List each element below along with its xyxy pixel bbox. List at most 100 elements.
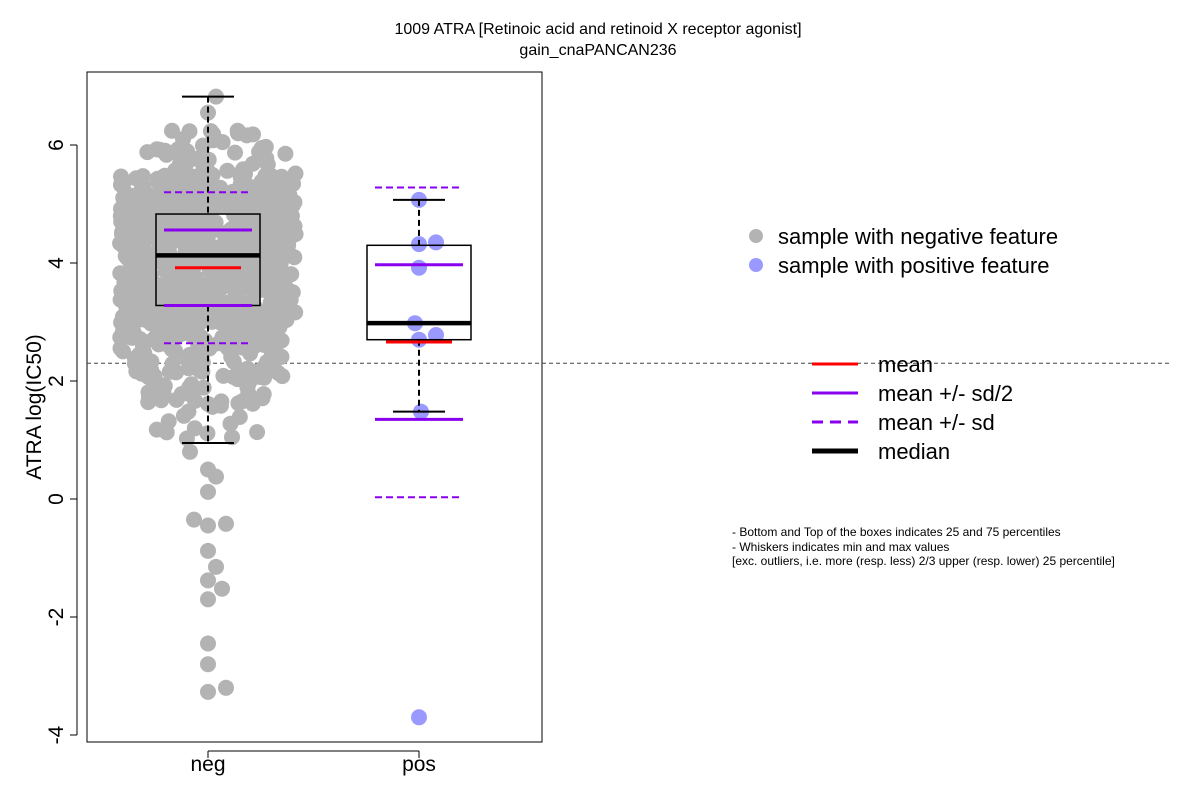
negative-sample-point (204, 398, 221, 415)
legend-point-marker (749, 258, 763, 272)
legend-line-label: mean (878, 352, 933, 377)
chart-title-line-1: 1009 ATRA [Retinoic acid and retinoid X … (394, 21, 801, 38)
negative-sample-point (139, 186, 156, 203)
negative-sample-point (186, 511, 202, 528)
negative-sample-point (266, 204, 283, 221)
y-tick-label: 2 (45, 375, 68, 387)
footnote-line: - Whiskers indicates min and max values (732, 540, 949, 554)
negative-sample-point (150, 284, 166, 301)
legend-line-label: mean +/- sd (878, 410, 995, 435)
negative-sample-point (200, 656, 216, 673)
legend-point-marker (749, 229, 763, 243)
negative-sample-point (170, 223, 187, 240)
negative-sample-point (112, 265, 129, 282)
legend-line-label: median (878, 439, 950, 464)
negative-sample-point (218, 321, 235, 338)
negative-sample-point (195, 379, 212, 396)
negative-sample-point (174, 279, 191, 295)
negative-sample-point (156, 377, 173, 394)
negative-sample-point (160, 413, 177, 430)
negative-sample-point (139, 144, 156, 161)
negative-sample-point (213, 299, 230, 316)
y-axis-label: ATRA log(IC50) (23, 334, 46, 480)
negative-sample-point (263, 256, 280, 273)
negative-sample-point (256, 241, 273, 257)
negative-sample-point (215, 367, 232, 384)
negative-sample-point (185, 236, 201, 253)
footnote-line: [exc. outliers, i.e. more (resp. less) 2… (732, 554, 1115, 568)
negative-sample-point (162, 263, 179, 280)
negative-sample-point (166, 316, 183, 333)
negative-sample-point (249, 424, 266, 441)
negative-sample-point (245, 126, 261, 143)
negative-sample-point (229, 332, 246, 348)
negative-sample-point (155, 239, 172, 256)
negative-sample-point (265, 314, 282, 331)
negative-sample-point (214, 580, 230, 597)
negative-sample-point (167, 208, 184, 225)
negative-sample-point (191, 362, 208, 379)
negative-sample-point (198, 197, 215, 214)
negative-sample-point (153, 392, 170, 409)
positive-sample-point (428, 234, 444, 251)
negative-sample-point (280, 221, 297, 238)
y-tick-label: -2 (45, 608, 68, 627)
negative-sample-point (277, 236, 294, 253)
negative-sample-point (199, 425, 216, 442)
negative-sample-point (229, 193, 246, 210)
negative-sample-point (200, 542, 216, 559)
negative-sample-point (260, 224, 277, 241)
x-tick-label-pos: pos (402, 753, 436, 776)
negative-sample-point (231, 409, 248, 425)
negative-sample-point (208, 558, 224, 575)
y-tick-label: 0 (45, 493, 68, 505)
negative-sample-point (200, 683, 216, 700)
negative-sample-point (210, 335, 227, 352)
legend-point-label: sample with negative feature (778, 224, 1058, 249)
negative-sample-point (230, 125, 246, 142)
negative-sample-point (263, 344, 280, 361)
legend-point-label: sample with positive feature (778, 253, 1049, 278)
negative-sample-point (208, 468, 224, 485)
negative-sample-point (188, 150, 205, 167)
negative-sample-point (204, 167, 221, 183)
y-tick-label: 6 (45, 139, 68, 151)
negative-sample-point (113, 314, 130, 331)
negative-sample-point (168, 364, 184, 381)
negative-sample-point (218, 515, 234, 532)
negative-sample-point (116, 200, 133, 216)
negative-sample-point (146, 316, 163, 333)
negative-sample-point (143, 268, 160, 285)
negative-sample-point (144, 198, 161, 215)
negative-sample-point (175, 131, 191, 148)
negative-sample-point (200, 483, 216, 500)
negative-sample-point (143, 365, 160, 382)
negative-sample-point (178, 430, 195, 447)
negative-sample-point (283, 208, 300, 224)
negative-sample-point (225, 353, 242, 370)
negative-sample-point (164, 122, 180, 139)
negative-sample-point (128, 363, 145, 380)
negative-sample-point (167, 162, 184, 179)
negative-sample-point (200, 517, 216, 534)
negative-sample-point (283, 170, 300, 187)
negative-sample-point (200, 635, 216, 652)
positive-sample-point (411, 709, 427, 726)
negative-sample-point (112, 340, 129, 357)
negative-sample-point (261, 280, 278, 297)
negative-sample-point (140, 384, 157, 401)
y-tick-label: -4 (45, 725, 68, 744)
negative-sample-point (215, 225, 232, 242)
positive-sample-point (411, 259, 427, 276)
negative-sample-point (239, 360, 256, 377)
footnote-line: - Bottom and Top of the boxes indicates … (732, 525, 1061, 539)
negative-sample-point (161, 299, 178, 316)
negative-sample-point (227, 144, 243, 161)
negative-sample-point (197, 290, 213, 307)
negative-sample-point (277, 145, 294, 162)
negative-sample-point (140, 353, 157, 370)
positive-sample-points (407, 191, 444, 726)
y-tick-label: 4 (45, 257, 68, 269)
negative-sample-point (200, 591, 216, 608)
